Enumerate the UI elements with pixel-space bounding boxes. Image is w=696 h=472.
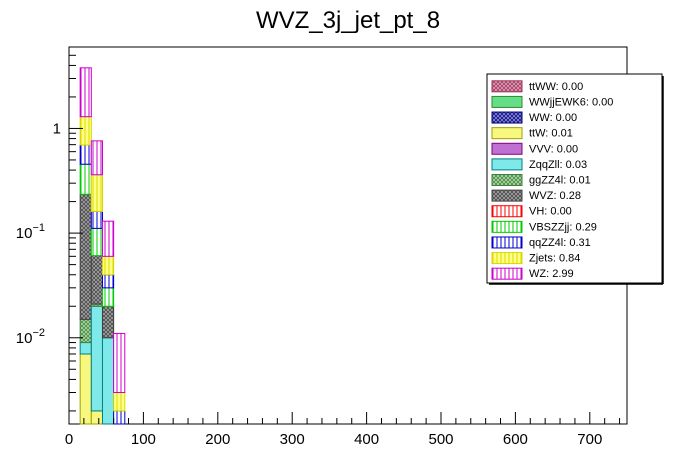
bars-layer	[79, 67, 126, 425]
x-tick-label: 700	[577, 431, 602, 448]
legend-label: ZqqZll: 0.03	[529, 159, 587, 171]
legend-label: WWjjEWK6: 0.00	[529, 96, 613, 108]
legend-swatch	[491, 236, 523, 249]
x-tick-label: 300	[280, 431, 305, 448]
legend-swatch	[491, 158, 523, 171]
y-tick-label: 10−2	[16, 327, 45, 347]
bar-12-3	[113, 332, 126, 393]
legend-label: ttW: 0.01	[529, 128, 573, 140]
bar-10-2	[101, 274, 115, 289]
legend-label: VH: 0.00	[529, 206, 572, 218]
legend-label: WZ: 2.99	[529, 268, 574, 280]
bar-7-1	[90, 255, 103, 305]
bar-5-2	[101, 337, 115, 425]
bar-6-0	[79, 318, 92, 344]
x-tick-label: 200	[205, 431, 230, 448]
legend-swatch	[491, 174, 523, 186]
legend-swatch	[491, 205, 523, 218]
chart-title: WVZ_3j_jet_pt_8	[256, 7, 440, 34]
legend-swatch	[491, 252, 523, 265]
bar-11-0	[79, 116, 92, 146]
bar-10-3	[113, 410, 126, 425]
legend-swatch	[491, 111, 523, 124]
y-tick-label: 1	[53, 120, 61, 137]
bar-7-2	[101, 305, 115, 339]
x-tick-label: 600	[503, 431, 528, 448]
legend-label: ggZZ4l: 0.01	[529, 175, 591, 187]
legend-label: ttWW: 0.00	[529, 81, 583, 93]
legend-label: WW: 0.00	[529, 112, 577, 124]
bar-7-0	[79, 193, 92, 320]
bar-5-0	[79, 342, 92, 355]
bar-9-1	[90, 227, 103, 257]
bar-11-3	[113, 391, 126, 412]
x-tick-label: 100	[131, 431, 156, 448]
bar-3-0	[79, 353, 92, 425]
bar-11-2	[101, 255, 115, 276]
legend-swatch	[491, 142, 523, 155]
axes-layer: 0 100 200 300 400 500 600 700 1 10−1 10−2	[16, 46, 621, 448]
legend-label: VVV: 0.00	[529, 143, 578, 155]
bar-12-1	[90, 140, 103, 176]
x-tick-label: 500	[428, 431, 453, 448]
legend-swatch	[491, 189, 523, 202]
x-tick-label: 0	[65, 431, 73, 448]
y-tick-label: 10−1	[16, 222, 45, 242]
bar-3-1	[90, 410, 103, 425]
legend-label: qqZZ4l: 0.31	[529, 237, 591, 249]
bar-9-0	[79, 163, 92, 195]
bar-11-1	[90, 174, 103, 212]
bar-10-1	[90, 210, 103, 229]
legend-swatch	[491, 80, 523, 93]
bar-10-0	[79, 144, 92, 165]
legend-swatch	[491, 95, 523, 108]
legend-swatch	[491, 220, 523, 233]
x-tick-label: 400	[354, 431, 379, 448]
legend-swatch	[491, 127, 523, 140]
legend-swatch	[491, 267, 523, 280]
bar-12-0	[79, 67, 92, 118]
bar-5-1	[90, 305, 103, 412]
legend: ttWW: 0.00 WWjjEWK6: 0.00 WW: 0.00 ttW: 0.0…	[486, 73, 664, 285]
bar-12-2	[101, 220, 115, 257]
legend-label: VBSZZjj: 0.29	[529, 221, 597, 233]
legend-label: Zjets: 0.84	[529, 253, 580, 265]
legend-label: WVZ: 0.28	[529, 190, 581, 202]
bar-9-2	[101, 287, 115, 307]
